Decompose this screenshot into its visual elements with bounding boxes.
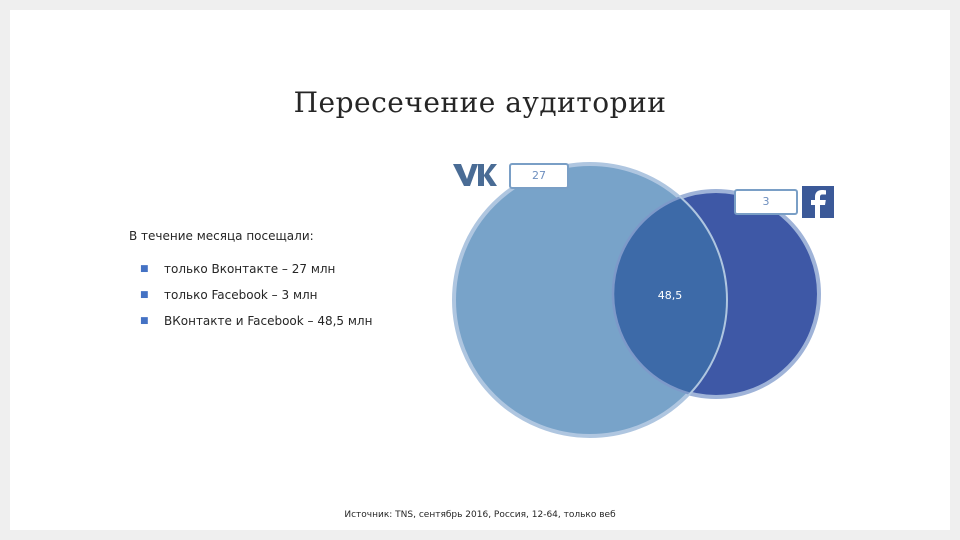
intersection-area	[613, 191, 726, 397]
vk-logo-icon	[453, 164, 497, 186]
list-item: ■ только Вконтакте – 27 млн	[140, 260, 372, 286]
bullet-marker-icon: ■	[140, 290, 149, 300]
bullet-marker-icon: ■	[140, 264, 149, 274]
bullet-list: ■ только Вконтакте – 27 млн ■ только Fac…	[140, 260, 372, 338]
bullet-text: только Вконтакте – 27 млн	[164, 262, 336, 276]
list-item: ■ ВКонтакте и Facebook – 48,5 млн	[140, 312, 372, 338]
vk-value-label: 27	[509, 163, 569, 189]
source-note: Источник: TNS, сентябрь 2016, Россия, 12…	[344, 510, 616, 520]
facebook-logo-icon	[802, 186, 834, 218]
bullets-heading: В течение месяца посещали:	[129, 229, 314, 243]
bullet-text: ВКонтакте и Facebook – 48,5 млн	[164, 314, 373, 328]
intersection-value-label: 48,5	[657, 289, 683, 302]
list-item: ■ только Facebook – 3 млн	[140, 286, 372, 312]
bullet-text: только Facebook – 3 млн	[164, 288, 318, 302]
slide-title: Пересечение аудитории	[293, 86, 667, 119]
facebook-value-label: 3	[734, 189, 798, 215]
bullet-marker-icon: ■	[140, 316, 149, 326]
